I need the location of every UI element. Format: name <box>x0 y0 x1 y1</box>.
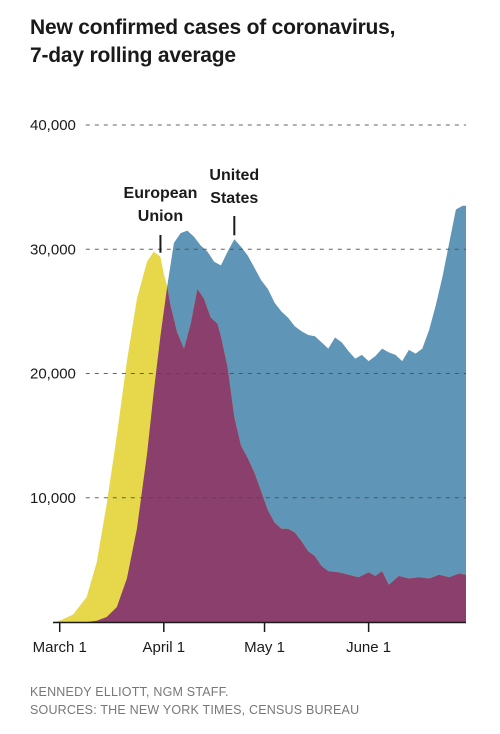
sources-line: SOURCES: THE NEW YORK TIMES, CENSUS BURE… <box>30 703 360 717</box>
chart-footer: KENNEDY ELLIOTT, NGM STAFF. SOURCES: THE… <box>30 683 359 719</box>
y-tick-label: 20,000 <box>30 366 76 383</box>
annotation-label-united-states: United <box>209 167 259 184</box>
title-line-2: 7-day rolling average <box>30 44 236 67</box>
x-tick-label: April 1 <box>143 639 186 656</box>
y-tick-label: 40,000 <box>30 117 76 134</box>
y-tick-label: 30,000 <box>30 241 76 258</box>
x-tick-label: June 1 <box>346 639 391 656</box>
x-tick-label: March 1 <box>33 639 87 656</box>
x-tick-label: May 1 <box>244 639 285 656</box>
title-line-1: New confirmed cases of coronavirus, <box>30 16 396 39</box>
credit-line: KENNEDY ELLIOTT, NGM STAFF. <box>30 685 229 699</box>
chart-title: New confirmed cases of coronavirus, 7-da… <box>30 14 470 70</box>
y-tick-label: 10,000 <box>30 490 76 507</box>
annotation-label-european-union: European <box>124 185 198 202</box>
annotation-label-european-union: Union <box>138 208 183 225</box>
annotation-label-united-states: States <box>210 190 258 207</box>
